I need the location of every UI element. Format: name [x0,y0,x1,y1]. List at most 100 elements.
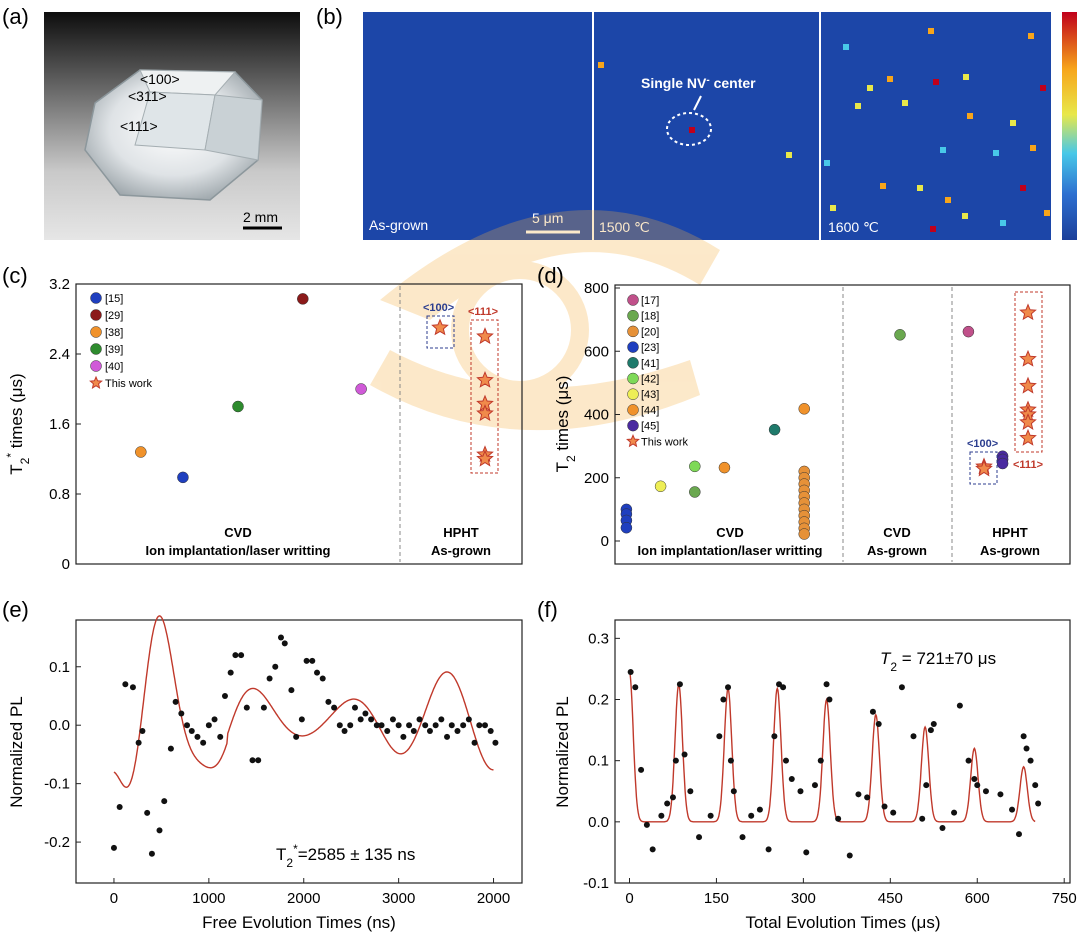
chart-f-point [1023,745,1030,752]
chart-c-group2-line2: As-grown [431,543,491,558]
chart-e-point [347,722,354,729]
chart-f-point [974,782,981,789]
chart-d-star-111 [1019,376,1037,394]
chart-f-point [771,733,778,740]
chart-f-point [748,812,755,819]
chart-e-ytick-label: -0.2 [44,834,70,851]
chart-e-point [188,728,195,735]
chart-c-points [135,293,494,484]
chart-e-point [156,827,163,834]
nv-spot [843,44,849,50]
chart-c: 0 0.8 1.6 2.4 3.2 T2* times (μs) [15] [29] [38… [4,276,523,573]
nv-spot [963,74,969,80]
chart-f-point [638,766,645,773]
chart-f-point [826,696,833,703]
chart-d-ytick-label: 800 [584,280,609,297]
chart-c-y-axis: 0 0.8 1.6 2.4 3.2 [49,276,81,573]
chart-c-legend-marker [90,292,102,304]
chart-d-legend-label: [18] [641,311,659,323]
chart-c-star-111 [476,449,494,467]
chart-e-annotation: T2*=2585 ± 135 ns [276,842,415,870]
chart-e-point [309,657,316,664]
nv-spot [930,226,936,232]
chart-e-point [238,652,245,659]
chart-e-point [116,804,123,811]
chart-e-point [422,722,429,729]
chart-e-point [232,652,239,659]
chart-f-point [869,708,876,715]
chart-c-star-111 [476,327,494,345]
chart-d-point [996,457,1009,470]
chart-f-xtick-label: 450 [878,890,903,907]
chart-f-point [649,846,656,853]
chart-f-ytick-label: 0.0 [588,814,609,831]
chart-e-point [129,684,136,691]
chart-c-star-111 [476,404,494,422]
chart-d-legend-label: [23] [641,342,659,354]
chart-f-point [1009,806,1016,813]
chart-e-point [492,739,499,746]
chart-e-fit-curve [113,615,494,789]
nv-spots [598,28,1050,232]
panel-letter-b: (b) [316,4,343,29]
chart-d-frame [614,284,1071,565]
chart-e-point [362,710,369,717]
nv-spot [1030,145,1036,151]
chart-e-ylabel: Normalized PL [7,696,26,808]
nv-spot [1028,33,1034,39]
chart-f-xtick-label: 300 [791,890,816,907]
chart-d-point [654,480,667,493]
chart-f-point [855,791,862,798]
panel-letter-c: (c) [2,263,28,288]
nv-spot [917,185,923,191]
chart-f-ytick-label: 0.3 [588,630,609,647]
chart-f-point [707,812,714,819]
chart-f-point [923,782,930,789]
panel-letter-f: (f) [537,597,558,622]
chart-f-xlabel: Total Evolution Times (μs) [746,913,941,932]
chart-f-point [919,815,926,822]
chart-e-ytick-label: 0.1 [49,659,70,676]
chart-d-star-100 [975,459,993,477]
chart-d-point [689,460,701,473]
chart-e-point [288,687,295,694]
chart-d-star-111 [1019,413,1037,430]
chart-f-point [881,803,888,810]
nv-spot [945,197,951,203]
pl-maps: Single NV- center As-grown 1500 ℃ 1600 ℃… [363,12,1077,240]
chart-f-point [720,696,727,703]
chart-f-point [956,702,963,709]
chart-f-point [672,757,679,764]
chart-f-point [864,794,871,801]
nv-spot [1040,85,1046,91]
chart-d-points [620,303,1037,540]
chart-e-point [172,698,179,705]
chart-f-point [1027,757,1034,764]
chart-d-legend-label: [45] [641,421,659,433]
chart-f-axes: 0 150 300 450 600 750 -0.1 0.0 0.1 0.2 0.3 [583,630,1077,907]
chart-d-legend-label: [20] [641,326,659,338]
chart-e-point [314,669,321,676]
chart-f-point [727,757,734,764]
chart-f-annotation: T2 = 721±70 μs [880,649,996,674]
chart-f-point [632,684,639,691]
chart-e-point [148,850,155,857]
chart-e-point [336,722,343,729]
chart-f-point [971,776,978,783]
chart-e-frame [75,619,523,884]
chart-d-box-111 [1014,291,1043,453]
chart-d-point [718,461,731,474]
chart-c-legend: [15] [29] [38] [39] [40] This work [89,292,153,390]
chart-e-points [110,634,499,857]
nv-spot [933,79,939,85]
chart-e-point [243,704,250,711]
chart-e-point [460,722,467,729]
chart-d-ytick-label: 600 [584,343,609,360]
chart-e-point [122,681,129,688]
chart-c-legend-label: [29] [105,310,123,322]
chart-d-star-111 [1019,349,1037,367]
nv-spot [855,103,861,109]
chart-e-point [161,798,168,805]
chart-c-legend-label: [40] [105,361,123,373]
